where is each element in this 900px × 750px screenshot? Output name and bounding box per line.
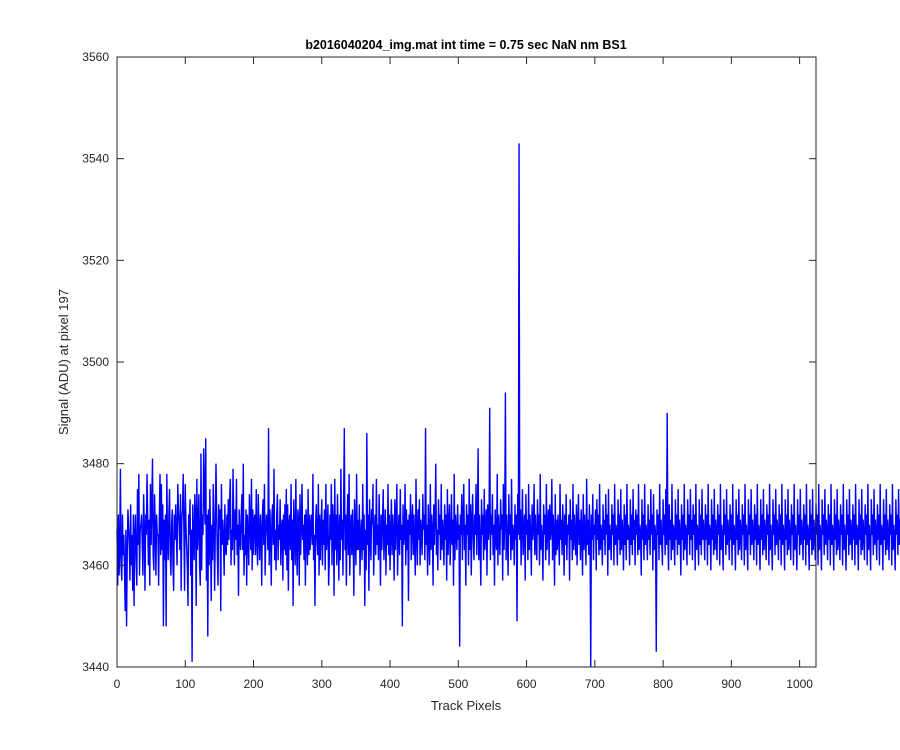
x-axis-label: Track Pixels — [431, 698, 502, 713]
y-tick-label-3520: 3520 — [82, 253, 109, 267]
x-tick-label-900: 900 — [721, 677, 741, 691]
x-tick-label-500: 500 — [448, 677, 468, 691]
y-tick-label-3440: 3440 — [82, 660, 109, 674]
data-layer — [116, 143, 900, 668]
x-tick-label-700: 700 — [585, 677, 605, 691]
y-tick-label-3460: 3460 — [82, 558, 109, 572]
x-tick-label-100: 100 — [175, 677, 195, 691]
y-tick-label-3480: 3480 — [82, 457, 109, 471]
y-tick-label-3560: 3560 — [82, 50, 109, 64]
chart-title: b2016040204_img.mat int time = 0.75 sec … — [305, 38, 626, 52]
axes-layer: 0 100 200 300 400 500 600 700 800 900 1000 3440 3460… — [82, 50, 817, 691]
x-tick-label-800: 800 — [653, 677, 673, 691]
x-tick-label-400: 400 — [380, 677, 400, 691]
series-line-0 — [116, 143, 900, 668]
x-tick-label-200: 200 — [244, 677, 264, 691]
x-tick-label-0: 0 — [114, 677, 121, 691]
y-axis-label: Signal (ADU) at pixel 197 — [56, 289, 71, 435]
x-tick-label-600: 600 — [517, 677, 537, 691]
x-tick-label-300: 300 — [312, 677, 332, 691]
x-tick-label-1000: 1000 — [786, 677, 813, 691]
y-tick-label-3500: 3500 — [82, 355, 109, 369]
y-tick-label-3540: 3540 — [82, 152, 109, 166]
